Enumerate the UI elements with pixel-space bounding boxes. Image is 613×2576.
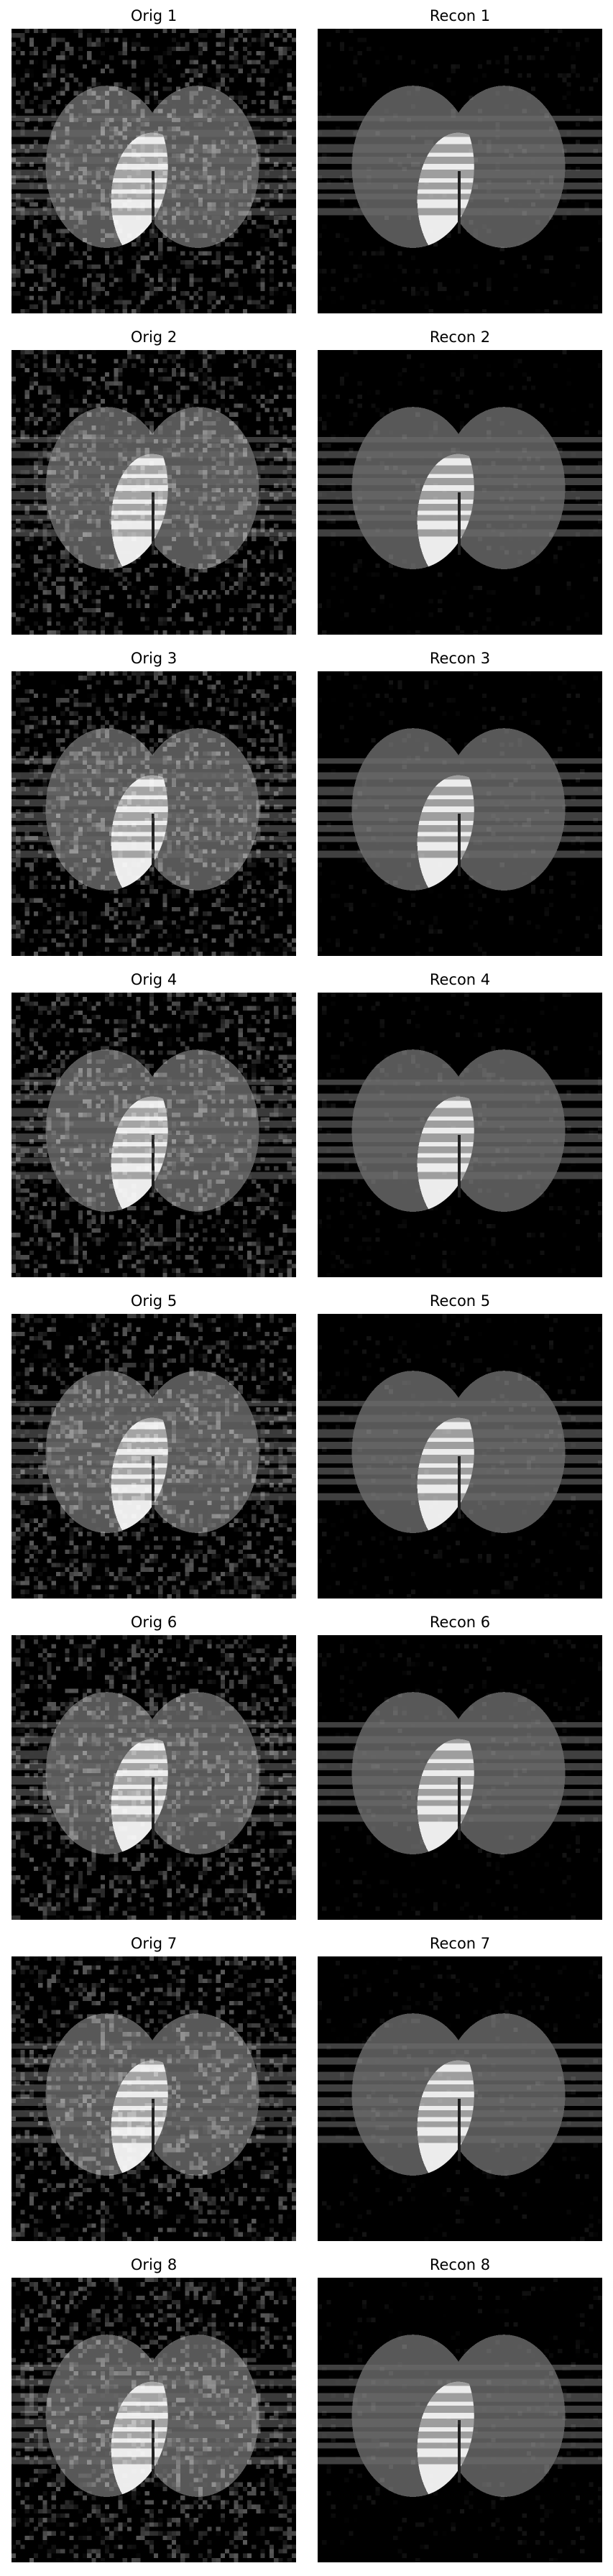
recon-title: Recon 3 (318, 650, 602, 667)
orig-title: Orig 1 (11, 7, 296, 24)
recon-title: Recon 5 (318, 1292, 602, 1310)
orig-image-panel (11, 1314, 296, 1598)
recon-image-panel (318, 671, 602, 956)
recon-title: Recon 4 (318, 971, 602, 988)
recon-title: Recon 8 (318, 2256, 602, 2273)
recon-image-panel (318, 1956, 602, 2241)
orig-title: Orig 8 (11, 2256, 296, 2273)
recon-image-panel (318, 1635, 602, 1920)
orig-image-panel (11, 2278, 296, 2562)
recon-title: Recon 7 (318, 1935, 602, 1952)
orig-image-panel (11, 1635, 296, 1920)
orig-image-panel (11, 671, 296, 956)
orig-title: Orig 5 (11, 1292, 296, 1310)
orig-title: Orig 7 (11, 1935, 296, 1952)
orig-image-panel (11, 29, 296, 313)
orig-title: Orig 4 (11, 971, 296, 988)
recon-image-panel (318, 993, 602, 1277)
orig-image-panel (11, 1956, 296, 2241)
recon-title: Recon 1 (318, 7, 602, 24)
orig-image-panel (11, 993, 296, 1277)
orig-title: Orig 6 (11, 1614, 296, 1631)
recon-image-panel (318, 2278, 602, 2562)
orig-image-panel (11, 350, 296, 635)
orig-title: Orig 3 (11, 650, 296, 667)
recon-image-panel (318, 1314, 602, 1598)
recon-title: Recon 2 (318, 328, 602, 346)
recon-image-panel (318, 350, 602, 635)
recon-title: Recon 6 (318, 1614, 602, 1631)
recon-image-panel (318, 29, 602, 313)
orig-title: Orig 2 (11, 328, 296, 346)
